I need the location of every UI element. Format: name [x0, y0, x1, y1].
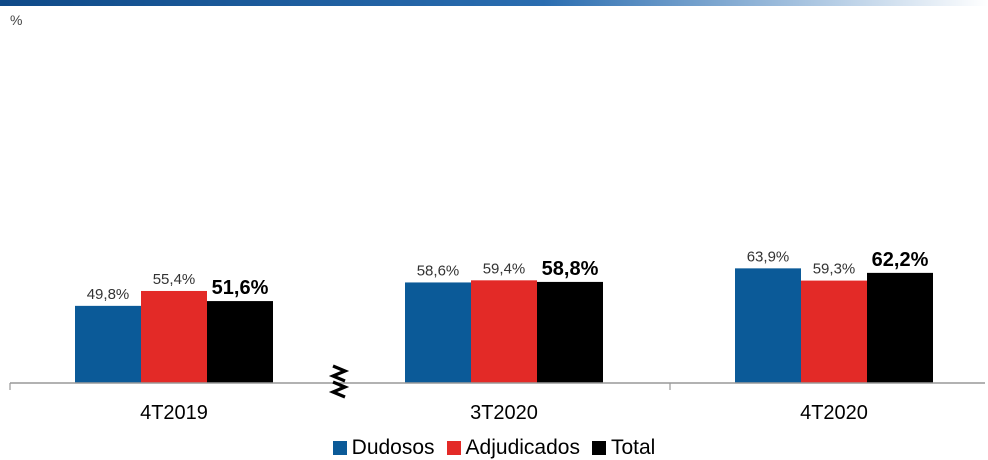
header-bar [0, 0, 988, 6]
data-label-total-4T2019: 51,6% [212, 277, 269, 299]
x-tick-label-4T2019: 4T2019 [140, 402, 208, 424]
legend-item-adjudicados: Adjudicados [446, 436, 580, 460]
legend-item-dudosos: Dudosos [332, 436, 435, 460]
bar-dudosos-3T2020 [405, 282, 471, 383]
data-label-total-4T2020: 62,2% [872, 249, 929, 271]
bar-total-4T2019 [207, 301, 273, 383]
bar-adjudicados-3T2020 [471, 280, 537, 383]
bar-dudosos-4T2020 [735, 268, 801, 383]
bar-dudosos-4T2019 [75, 305, 141, 383]
data-label-total-3T2020: 58,8% [542, 258, 599, 280]
data-label-dudosos-3T2020: 58,6% [417, 262, 460, 279]
data-label-adjudicados-4T2019: 55,4% [153, 271, 196, 288]
legend-swatch-dudosos [332, 441, 347, 455]
x-tick-label-4T2020: 4T2020 [800, 402, 868, 424]
legend-swatch-adjudicados [446, 441, 461, 455]
data-label-dudosos-4T2020: 63,9% [747, 248, 790, 265]
bar-adjudicados-4T2020 [801, 280, 867, 383]
data-label-adjudicados-4T2020: 59,3% [813, 261, 856, 278]
legend-label-dudosos: Dudosos [351, 436, 435, 459]
bar-total-3T2020 [537, 281, 603, 383]
unit-label: % [10, 12, 23, 28]
data-label-adjudicados-3T2020: 59,4% [483, 260, 526, 277]
data-label-dudosos-4T2019: 49,8% [87, 286, 130, 303]
x-tick-label-3T2020: 3T2020 [470, 402, 538, 424]
bar-adjudicados-4T2019 [141, 290, 207, 383]
legend-item-total: Total [591, 436, 656, 460]
chart: 49,8% 58,6% 63,9% 55,4% 59,4% 59,3% 51,6% 58,8%… [9, 248, 985, 424]
legend-label-adjudicados: Adjudicados [465, 436, 580, 459]
legend-label-total: Total [610, 436, 656, 459]
bar-total-4T2020 [867, 272, 933, 383]
axis-break-icon [328, 364, 350, 399]
legend-swatch-total [591, 441, 606, 455]
legend: Dudosos Adjudicados Total [0, 436, 988, 460]
